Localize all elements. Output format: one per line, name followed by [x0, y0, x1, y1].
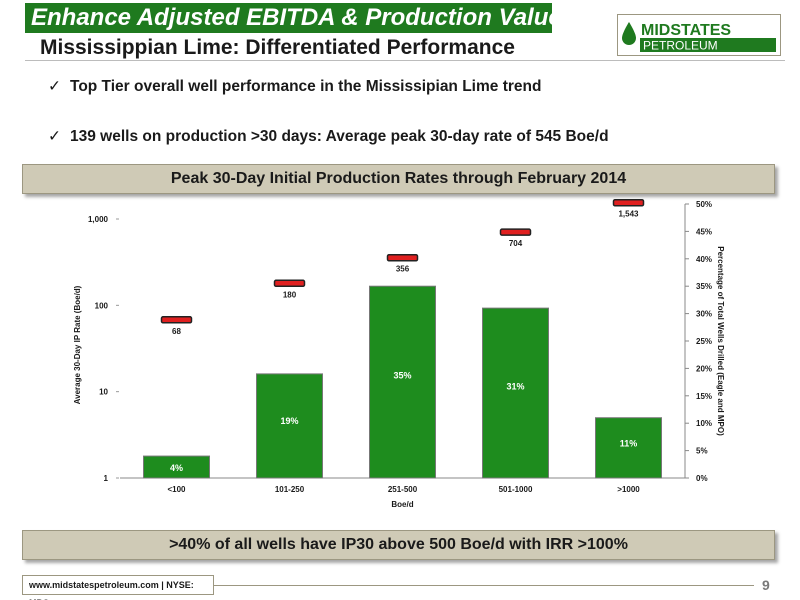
- checkmark-icon: ✓: [48, 128, 61, 145]
- y-right-tick-label: 15%: [696, 392, 712, 401]
- slide-title: Enhance Adjusted EBITDA & Production Val…: [25, 3, 562, 33]
- y-right-tick-label: 45%: [696, 227, 712, 236]
- bullet-2: ✓ 139 wells on production >30 days: Avera…: [48, 127, 609, 146]
- y-left-tick-label: 1,000: [88, 215, 109, 224]
- bar-data-label: 19%: [280, 416, 298, 426]
- bar: [256, 373, 323, 479]
- chart-title-banner: Peak 30-Day Initial Production Rates thr…: [22, 164, 775, 194]
- x-tick-label: >1000: [617, 485, 640, 494]
- y-right-tick-label: 25%: [696, 337, 712, 346]
- website-link[interactable]: www.midstatespetroleum.com | NYSE: MPO: [22, 575, 214, 600]
- y-right-tick-label: 35%: [696, 282, 712, 291]
- x-tick-label: 501-1000: [499, 485, 533, 494]
- x-tick-label: 101-250: [275, 485, 305, 494]
- y-right-tick-label: 40%: [696, 255, 712, 264]
- y-left-tick-label: 100: [95, 301, 109, 310]
- ip-rate-marker: [160, 316, 193, 324]
- bar-data-label: 35%: [393, 370, 411, 380]
- checkmark-icon: ✓: [48, 78, 61, 95]
- logo-line1: MIDSTATES: [641, 22, 731, 39]
- x-tick-label: <100: [167, 485, 186, 494]
- bar-data-label: 4%: [170, 463, 183, 473]
- y-right-tick-label: 20%: [696, 364, 712, 373]
- marker-data-label: 68: [172, 327, 181, 336]
- company-logo: MIDSTATES PETROLEUM: [617, 14, 781, 56]
- header-divider: [25, 60, 785, 61]
- bar-data-label: 31%: [506, 382, 524, 392]
- bar: [595, 417, 662, 479]
- footer-divider: [214, 585, 754, 586]
- x-axis-title: Boe/d: [391, 500, 413, 509]
- marker-data-label: 356: [396, 265, 410, 274]
- oil-drop-icon: [622, 22, 636, 45]
- x-tick-label: 251-500: [388, 485, 418, 494]
- marker-data-label: 1,543: [618, 210, 639, 219]
- bullet-2-text: 139 wells on production >30 days: Averag…: [70, 128, 609, 145]
- bullet-1: ✓ Top Tier overall well performance in th…: [48, 77, 541, 96]
- y-left-axis-title: Average 30-Day IP Rate (Boe/d): [73, 285, 82, 404]
- y-left-tick-label: 10: [99, 388, 108, 397]
- bullet-1-text: Top Tier overall well performance in the…: [70, 78, 542, 95]
- y-right-tick-label: 0%: [696, 474, 708, 483]
- y-right-tick-label: 30%: [696, 310, 712, 319]
- conclusion-banner: >40% of all wells have IP30 above 500 Bo…: [22, 530, 775, 560]
- bar: [369, 285, 436, 479]
- ip-rate-marker: [499, 228, 532, 236]
- bar: [482, 307, 549, 479]
- y-right-tick-label: 50%: [696, 200, 712, 209]
- logo-line2: PETROLEUM: [643, 39, 718, 53]
- y-right-axis-title: Percentage of Total Wells Drilled (Eagle…: [716, 246, 725, 436]
- slide-subtitle: Mississippian Lime: Differentiated Perfo…: [40, 36, 515, 59]
- y-right-tick-label: 5%: [696, 447, 708, 456]
- marker-data-label: 180: [283, 290, 297, 299]
- bar-data-label: 11%: [620, 439, 638, 449]
- marker-data-label: 704: [509, 239, 523, 248]
- y-right-tick-label: 10%: [696, 419, 712, 428]
- ip-rate-marker: [612, 198, 645, 207]
- y-left-tick-label: 1: [104, 474, 109, 483]
- page-number: 9: [762, 577, 770, 593]
- ip-rate-marker: [273, 279, 306, 288]
- ip-rate-marker: [386, 253, 419, 262]
- bar: [143, 455, 210, 479]
